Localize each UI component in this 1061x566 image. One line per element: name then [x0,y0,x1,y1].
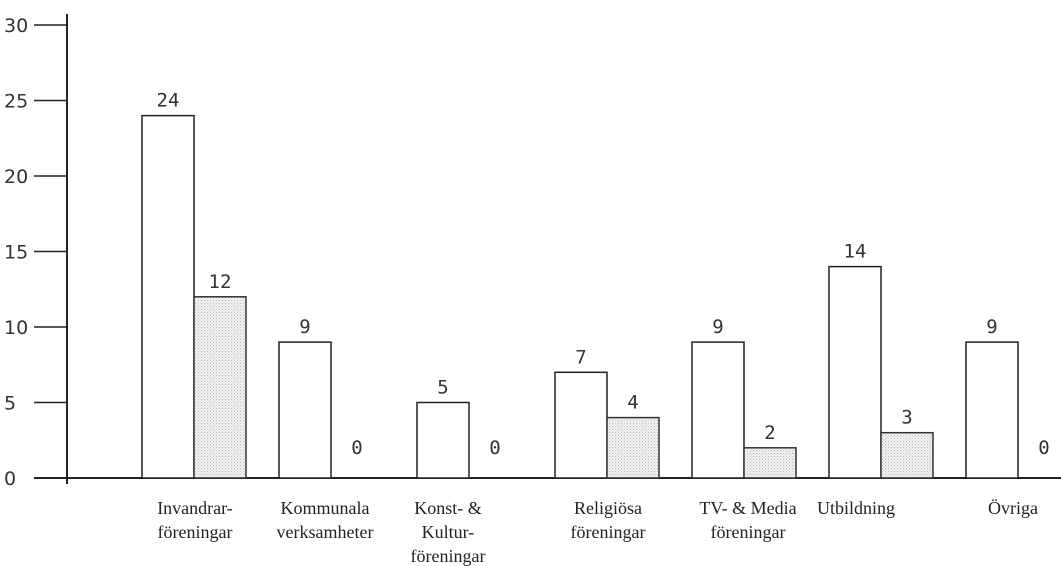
data-label-s2-c6: 3 [901,407,912,429]
data-label-s1-c7: 9 [986,316,997,338]
category-label-line: Invandrar- [157,498,233,518]
category-label-3: Konst- & Kultur-föreningar [411,498,486,566]
data-label-s1-c2: 9 [299,316,310,338]
category-label-line: verksamheter [277,522,374,542]
category-label-line: Religiösa [574,498,642,518]
bar-s2-c6 [880,431,934,479]
y-tick-label-5: 5 [4,393,16,415]
data-label-s2-c4: 4 [627,392,638,414]
y-tick-label-25: 25 [4,91,28,113]
category-label-line: föreningar [711,522,786,542]
data-labels: 24 9 5 7 9 14 9 12 0 0 4 2 3 0 [157,90,1050,459]
category-label-2: Kommunala verksamheter [277,498,374,542]
category-label-line: Övriga [988,498,1038,518]
data-label-s2-c5: 2 [764,422,775,444]
category-label-7: Övriga [988,498,1038,518]
bar-s2-c4 [606,416,660,479]
bar-s1-c4 [554,371,608,479]
data-label-s2-c7: 0 [1038,437,1049,459]
category-label-1: Invandrar-föreningar [157,498,233,542]
category-label-line: föreningar [158,522,233,542]
category-label-line: Kultur- [422,522,475,542]
bar-s1-c3 [416,401,470,479]
category-label-line: Kommunala [281,498,370,518]
data-label-s2-c1: 12 [209,271,232,293]
bar-s1-c2 [278,341,332,479]
bar-s1-c1 [141,114,195,479]
bar-s2-c1 [193,296,247,479]
bar-s1-c5 [691,341,745,479]
data-label-s1-c3: 5 [437,377,448,399]
bars [141,114,1019,479]
category-label-line: Konst- & [414,498,482,518]
y-tick-label-30: 30 [4,15,28,37]
category-labels: Invandrar-föreningar Kommunala verksamhete… [157,498,1038,566]
y-tick-label-0: 0 [4,468,16,490]
data-label-s1-c6: 14 [844,241,867,263]
y-tick-label-20: 20 [4,166,28,188]
bar-s1-c7 [965,341,1019,479]
category-label-5: TV- & Media föreningar [699,498,796,542]
y-tick-label-15: 15 [4,242,28,264]
category-label-line: Utbildning [817,498,895,518]
category-label-6: Utbildning [817,498,895,518]
category-label-4: Religiösa föreningar [571,498,646,542]
y-tick-label-10: 10 [4,317,28,339]
y-axis: 0 5 10 15 20 25 30 [4,14,68,490]
data-label-s1-c1: 24 [157,90,180,112]
bar-s1-c6 [828,265,882,479]
category-label-line: föreningar [411,546,486,566]
bar-s2-c5 [743,447,797,479]
data-label-s2-c3: 0 [489,437,500,459]
data-label-s2-c2: 0 [351,437,362,459]
category-label-line: föreningar [571,522,646,542]
data-label-s1-c4: 7 [575,346,586,368]
category-label-line: TV- & Media [699,498,796,518]
data-label-s1-c5: 9 [712,316,723,338]
